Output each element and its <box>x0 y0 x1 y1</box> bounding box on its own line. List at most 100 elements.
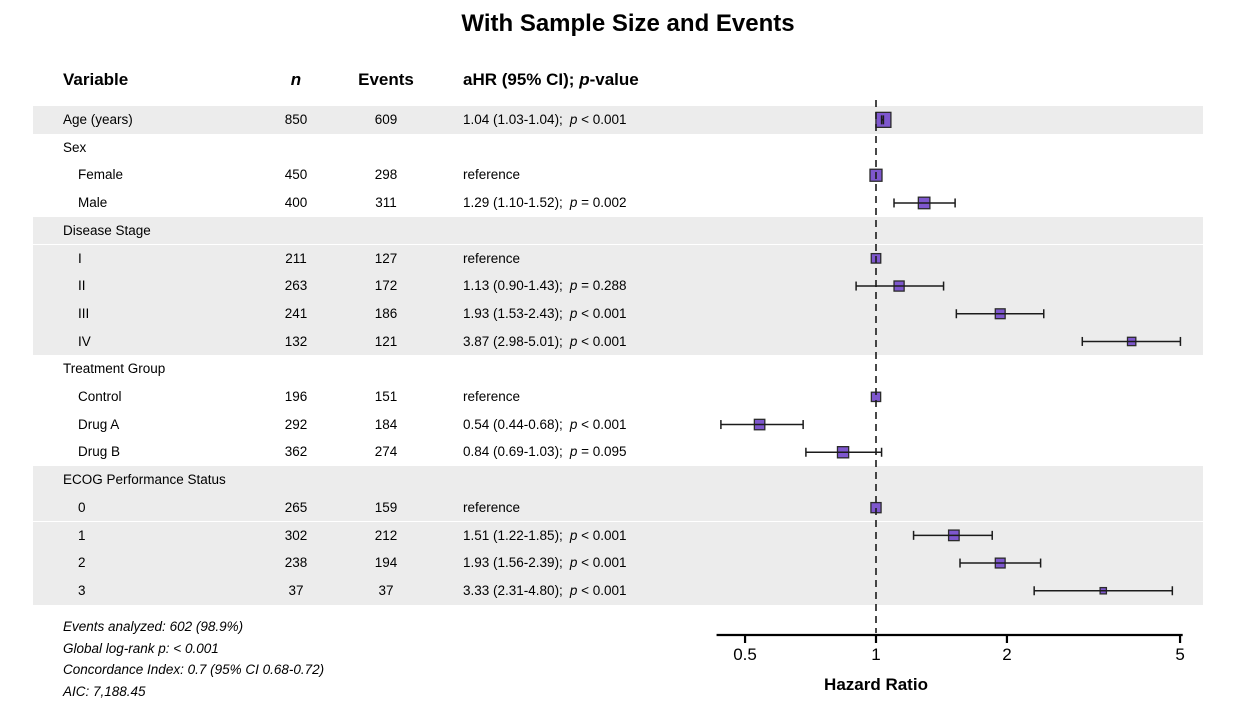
row-band <box>33 576 1203 605</box>
p-symbol: p <box>569 416 578 432</box>
footer-line: Concordance Index: 0.7 (95% CI 0.68-0.72… <box>63 662 325 677</box>
row-band <box>33 244 1203 273</box>
events-value: 311 <box>375 195 397 211</box>
p-value-text: < 0.001 <box>577 582 627 598</box>
x-axis-tick-label: 5 <box>1175 645 1184 664</box>
x-axis-tick-label: 2 <box>1002 645 1011 664</box>
ahr-value: 1.13 (0.90-1.43); p = 0.288 <box>463 278 627 294</box>
row-label: 3 <box>78 582 86 598</box>
row-band <box>33 106 1203 134</box>
events-value: 274 <box>374 444 398 460</box>
row-label: II <box>78 278 86 294</box>
n-value: 362 <box>284 444 308 460</box>
row-label: Female <box>78 167 124 183</box>
row-band <box>33 327 1203 356</box>
p-value-text: < 0.001 <box>577 305 627 321</box>
hr-marker <box>836 446 850 459</box>
p-value-text: = 0.002 <box>577 195 627 211</box>
n-value: 265 <box>284 499 308 515</box>
x-axis-tick-label: 1 <box>871 645 880 664</box>
ahr-value: 0.84 (0.69-1.03); p = 0.095 <box>463 444 627 460</box>
col-header-n: n <box>290 70 302 89</box>
p-value-text: < 0.001 <box>577 112 627 127</box>
n-value: 37 <box>288 582 304 598</box>
col-header-events: Events <box>358 70 414 89</box>
p-value-text: = 0.288 <box>577 278 627 294</box>
n-value: 263 <box>284 278 308 294</box>
footer-line: AIC: 7,188.45 <box>63 683 146 699</box>
footer-line: Global log-rank p: < 0.001 <box>63 640 219 656</box>
row-label: 0 <box>78 499 86 515</box>
row-band <box>33 216 1203 245</box>
ahr-value: 1.51 (1.22-1.85); p < 0.001 <box>463 527 627 543</box>
p-value-text: < 0.001 <box>577 555 627 571</box>
chart-title: With Sample Size and Events <box>461 10 795 37</box>
ahr-value: 1.04 (1.03-1.04); p < 0.001 <box>463 112 627 127</box>
n-value: 196 <box>284 389 308 404</box>
p-symbol: p <box>569 527 578 543</box>
events-value: 121 <box>374 333 398 349</box>
footer-line: Events analyzed: 602 (98.9%) <box>63 619 244 634</box>
n-value: 132 <box>284 333 308 349</box>
hr-marker <box>869 168 883 182</box>
events-value: 37 <box>378 582 394 598</box>
ahr-value: 1.93 (1.56-2.39); p < 0.001 <box>463 555 627 571</box>
events-value: 186 <box>374 305 398 321</box>
p-symbol: p <box>569 444 578 460</box>
x-axis-tick-label: 0.5 <box>733 645 757 664</box>
row-label: Control <box>78 389 122 404</box>
p-symbol: p <box>569 582 578 598</box>
ahr-value: 1.93 (1.53-2.43); p < 0.001 <box>463 305 627 321</box>
col-header-variable: Variable <box>63 70 129 89</box>
p-symbol: p <box>569 278 578 294</box>
ahr-value: reference <box>463 250 521 266</box>
ahr-value: 3.87 (2.98-5.01); p < 0.001 <box>463 333 627 349</box>
row-label: 1 <box>78 527 86 543</box>
n-value: 211 <box>285 250 307 266</box>
hr-marker <box>917 196 931 210</box>
row-label: IV <box>78 333 91 349</box>
row-label: Drug B <box>78 444 121 460</box>
events-value: 212 <box>374 527 398 543</box>
events-value: 184 <box>374 416 398 432</box>
row-band <box>33 466 1203 494</box>
n-value: 292 <box>284 416 308 432</box>
p-symbol: p <box>569 305 578 321</box>
row-label: Age (years) <box>63 112 133 127</box>
p-value-text: = 0.095 <box>577 444 627 460</box>
row-band <box>33 493 1203 522</box>
events-value: 151 <box>374 389 398 404</box>
p-symbol: p <box>569 112 578 127</box>
footer-stats: Events analyzed: 602 (98.9%) Global log-r… <box>63 616 324 702</box>
events-value: 159 <box>374 499 398 515</box>
ahr-value: 3.33 (2.31-4.80); p < 0.001 <box>463 582 627 598</box>
row-label: 2 <box>78 555 86 571</box>
p-symbol: p <box>569 333 578 349</box>
n-value: 302 <box>284 527 308 543</box>
p-value-text: < 0.001 <box>577 416 627 432</box>
ahr-value: reference <box>463 389 521 404</box>
ahr-value: 0.54 (0.44-0.68); p < 0.001 <box>463 416 627 432</box>
group-label: Treatment Group <box>63 361 166 377</box>
col-header-ahr-suffix: -value <box>589 70 639 89</box>
group-label: ECOG Performance Status <box>63 472 226 488</box>
events-value: 172 <box>374 278 398 294</box>
col-header-ahr: aHR (95% CI); p-value <box>463 70 639 90</box>
hr-marker <box>870 391 882 403</box>
events-value: 194 <box>374 555 398 571</box>
events-value: 127 <box>374 250 398 266</box>
n-value: 450 <box>284 167 308 183</box>
row-band <box>33 521 1203 550</box>
row-label: III <box>78 305 90 321</box>
ahr-value: reference <box>463 499 521 515</box>
x-axis-title: Hazard Ratio <box>824 675 928 694</box>
n-value: 241 <box>284 305 308 321</box>
ahr-value: reference <box>463 167 521 183</box>
p-value-text: < 0.001 <box>577 333 627 349</box>
col-header-ahr-p: p <box>579 70 590 89</box>
n-value: 238 <box>284 555 308 571</box>
ahr-value: 1.29 (1.10-1.52); p = 0.002 <box>463 195 627 211</box>
p-symbol: p <box>569 555 578 571</box>
events-value: 298 <box>374 167 398 183</box>
